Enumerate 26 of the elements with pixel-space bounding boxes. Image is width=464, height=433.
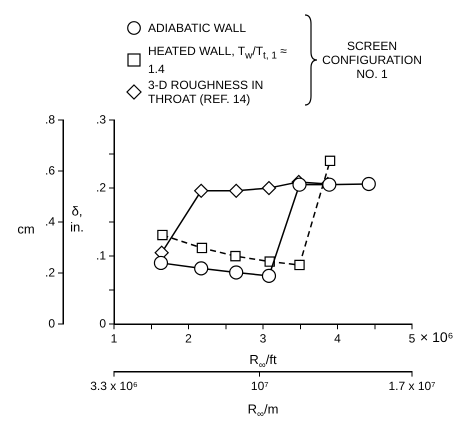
y2-tick-label: .8 [44, 112, 56, 126]
y2-tick-label: 0 [48, 316, 56, 331]
y-tick-label: .1 [96, 248, 106, 262]
x2-tick-label: 3.3 x 10⁶ [90, 379, 138, 394]
y2-tick-label: .2 [44, 265, 56, 280]
x-axis-title: R∞/ft [249, 352, 277, 371]
y-tick-label: 0 [99, 316, 106, 331]
y2-tick-label: .4 [44, 214, 56, 228]
text: × 10⁶ [420, 329, 454, 346]
legend-title: SCREEN CONFIGURATION NO. 1 [322, 39, 422, 81]
legend-label: ADIABATIC WALL [148, 21, 246, 35]
x2-tick-label: 10⁷ [250, 379, 269, 394]
text: HEATED WALL, T$_{w}$/T$_{t, 1}$ ≈ 1.4 [148, 44, 287, 76]
x-tick-label: 5 [408, 332, 416, 346]
y-axis-title: δ, in. [70, 204, 84, 235]
y2-axis-title: cm [17, 222, 35, 237]
x2-tick-label: 1.7 x 10⁷ [388, 379, 436, 394]
x-tick-label: 3 [260, 332, 267, 346]
legend-label: 3-D ROUGHNESS IN THROAT (REF. 14) [148, 78, 264, 106]
x-tick-label: 2 [185, 332, 192, 346]
y-tick-label: .2 [96, 180, 106, 194]
y2-tick-label: .6 [44, 163, 56, 178]
x-tick-label: 1 [110, 332, 118, 346]
x2-axis-title: R∞/m [248, 402, 278, 420]
y-tick-label: .3 [96, 112, 106, 126]
x-tick-label: 4 [334, 332, 342, 346]
